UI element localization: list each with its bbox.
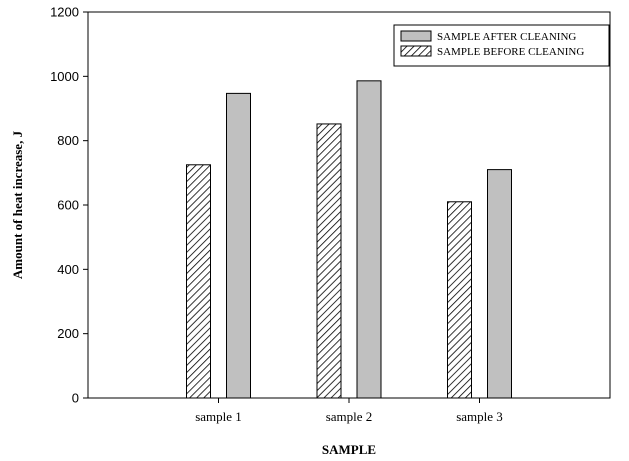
x-axis: sample 1 sample 2 sample 3 [195, 398, 503, 424]
x-tick-label: sample 3 [456, 409, 503, 424]
bar-before-sample-3 [447, 201, 472, 399]
x-tick-label: sample 2 [326, 409, 373, 424]
y-tick-label: 600 [57, 198, 79, 213]
y-tick-label: 800 [57, 133, 79, 148]
x-tick-label: sample 1 [195, 409, 242, 424]
y-tick-label: 200 [57, 326, 79, 341]
plot-area [87, 11, 611, 399]
y-tick-label: 1000 [50, 69, 79, 84]
bar-after-sample-2 [356, 80, 382, 399]
legend: SAMPLE AFTER CLEANING SAMPLE BEFORE CLEA… [393, 24, 610, 67]
bar-before-sample-1 [186, 164, 211, 399]
y-axis: 0 200 400 600 800 1000 1200 [50, 5, 88, 406]
legend-swatch-after [400, 30, 432, 42]
y-axis-title: Amount of heat increase, J [10, 130, 25, 279]
legend-label-after: SAMPLE AFTER CLEANING [437, 31, 576, 43]
bar-after-sample-3 [487, 169, 512, 399]
y-tick-label: 400 [57, 262, 79, 277]
y-tick-label: 1200 [50, 5, 79, 20]
bars-group [186, 80, 512, 399]
bar-after-sample-1 [226, 92, 251, 399]
x-axis-title: SAMPLE [322, 442, 376, 457]
legend-swatch-before [400, 45, 432, 57]
legend-label-before: SAMPLE BEFORE CLEANING [437, 46, 584, 58]
bar-before-sample-2 [316, 123, 342, 399]
y-tick-label: 0 [72, 391, 79, 406]
